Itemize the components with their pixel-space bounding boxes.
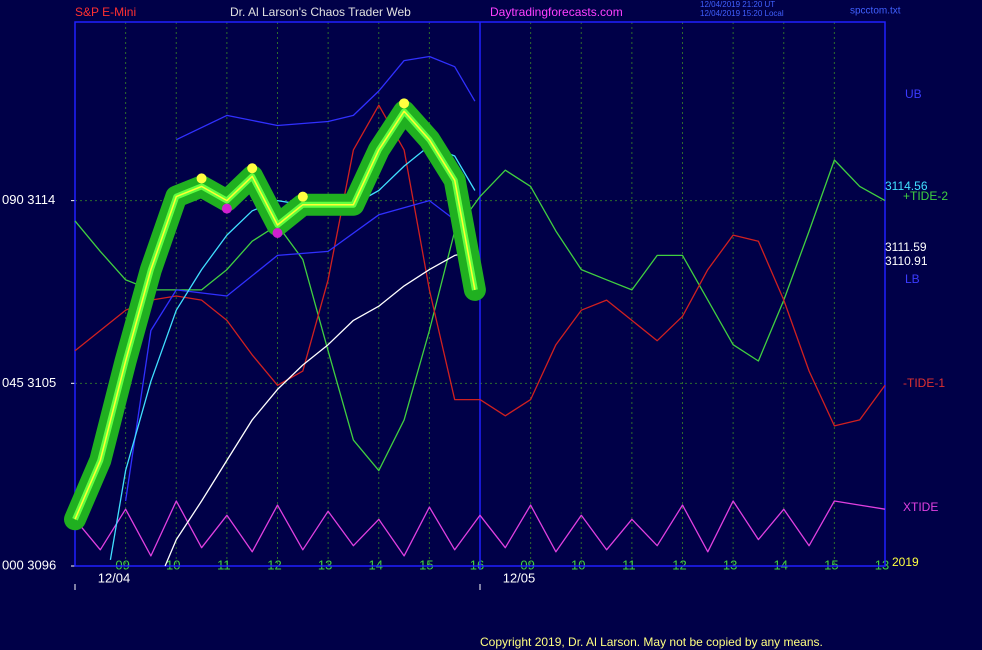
date-label: 12/05 bbox=[503, 570, 536, 585]
annotation: 2019 bbox=[892, 555, 919, 569]
x-tick-label: 15 bbox=[824, 557, 838, 572]
x-tick-label: 09 bbox=[115, 557, 129, 572]
x-tick-label: 15 bbox=[419, 557, 433, 572]
high-dot bbox=[297, 191, 308, 202]
y-tick-label: 045 3105 bbox=[2, 375, 56, 390]
y-tick-label: 000 3096 bbox=[2, 557, 56, 572]
x-tick-label: 13 bbox=[723, 557, 737, 572]
x-tick-label: 10 bbox=[571, 557, 585, 572]
annotation: +TIDE-2 bbox=[903, 189, 948, 203]
chart-title: Dr. Al Larson's Chaos Trader Web bbox=[230, 5, 411, 19]
annotation: 3114.56 bbox=[885, 179, 928, 193]
x-tick-label: 14 bbox=[369, 557, 383, 572]
series-line bbox=[74, 104, 886, 427]
symbol: S&P E-Mini bbox=[75, 5, 136, 19]
series-line bbox=[74, 159, 886, 472]
x-tick-label: 16 bbox=[470, 557, 484, 572]
high-dot bbox=[247, 163, 258, 174]
annotation: UB bbox=[905, 87, 922, 101]
x-tick-label: 09 bbox=[520, 557, 534, 572]
annotation: XTIDE bbox=[903, 500, 938, 514]
date-label: 12/04 bbox=[98, 570, 131, 585]
annotation: LB bbox=[905, 272, 920, 286]
x-tick-label: 10 bbox=[166, 557, 180, 572]
series-line bbox=[74, 110, 476, 520]
copyright: Copyright 2019, Dr. Al Larson. May not b… bbox=[480, 635, 823, 649]
x-tick-label: 13 bbox=[318, 557, 332, 572]
x-tick-label: 12 bbox=[672, 557, 686, 572]
x-tick-label: 13 bbox=[875, 557, 889, 572]
y-tick-label: 090 3114 bbox=[2, 192, 55, 207]
series-line bbox=[74, 500, 886, 557]
series-line bbox=[124, 199, 476, 502]
annotation: 3110.91 bbox=[885, 254, 928, 268]
x-tick-label: 12 bbox=[267, 557, 281, 572]
annotation: -TIDE-1 bbox=[903, 376, 945, 390]
file-name: spcctom.txt bbox=[850, 6, 901, 17]
low-dot bbox=[272, 227, 283, 238]
x-tick-label: 11 bbox=[217, 557, 231, 572]
series-line bbox=[164, 250, 476, 567]
x-tick-label: 14 bbox=[774, 557, 788, 572]
plot-area: 09 10 11 12 13 14 15 16 09 10 11 12 13 14 15 13 000 3096… bbox=[2, 21, 948, 590]
site: Daytradingforecasts.com bbox=[490, 5, 623, 19]
x-tick-label: 11 bbox=[622, 557, 636, 572]
annotation: 3111.59 bbox=[885, 240, 927, 254]
low-dot bbox=[221, 203, 232, 214]
stamp-local: 12/04/2019 15:20 Local bbox=[700, 9, 784, 18]
stamp-ut: 12/04/2019 21:20 UT bbox=[700, 0, 775, 9]
series-line bbox=[176, 55, 476, 141]
high-dot bbox=[399, 98, 410, 109]
high-dot bbox=[196, 173, 207, 184]
